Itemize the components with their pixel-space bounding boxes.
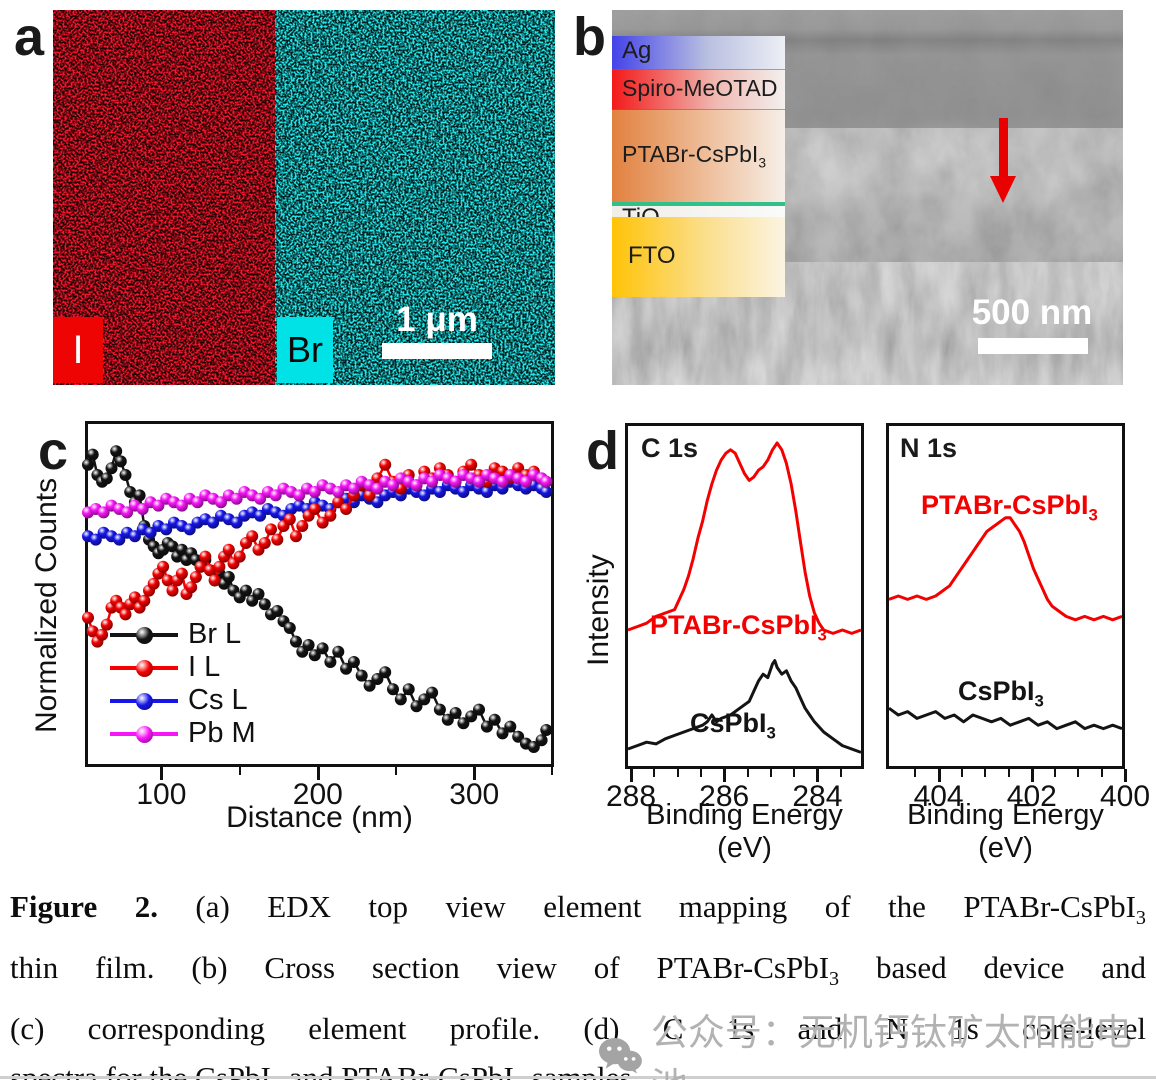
minor-x-tick bbox=[1007, 769, 1010, 777]
legend-label: Br L bbox=[188, 618, 242, 650]
minor-x-tick bbox=[984, 769, 987, 777]
element-profile-series bbox=[82, 445, 553, 753]
c1s-title: C 1s bbox=[641, 433, 699, 463]
watermark: 公众号：无机钙钛矿太阳能电池 bbox=[598, 1002, 1156, 1080]
xps-c1s-plot: 288 286 284 bbox=[606, 423, 864, 813]
layer-ptabr-cspbi3: PTABr-CsPbI3 bbox=[612, 110, 785, 202]
panel-d-label: d bbox=[586, 421, 619, 481]
major-x-tick bbox=[160, 767, 164, 780]
n1s-cspbi3-curve-label: CsPbI3 bbox=[958, 676, 1044, 711]
y-axis-label-intensity: Intensity bbox=[582, 554, 615, 666]
minor-x-tick bbox=[769, 769, 772, 777]
scalebar-label-500nm: 500 nm bbox=[971, 293, 1093, 332]
minor-x-tick bbox=[746, 769, 749, 777]
legend-item-br-l: Br L bbox=[110, 618, 256, 651]
scalebar-500nm bbox=[978, 338, 1088, 354]
x-tick-label: 286 bbox=[699, 780, 750, 813]
x-tick-label: 100 bbox=[136, 778, 187, 811]
panel-a-label: a bbox=[14, 7, 45, 67]
major-x-tick bbox=[816, 769, 820, 782]
x-axis-label-binding-energy-c1s: Binding Energy (eV) bbox=[646, 799, 843, 864]
legend-marker-icon bbox=[110, 626, 178, 644]
caption-line-4: spectra for the CsPbI3 and PTABr-CsPbI3 … bbox=[10, 1060, 640, 1080]
legend-marker-icon bbox=[110, 725, 178, 743]
major-x-tick bbox=[1124, 769, 1127, 782]
minor-x-tick bbox=[551, 767, 554, 775]
layer-fto: FTO bbox=[612, 217, 785, 297]
page-bottom-rule bbox=[0, 1076, 1156, 1079]
minor-x-tick bbox=[914, 769, 917, 777]
layer-spiro-name: Spiro-MeOTAD bbox=[622, 74, 778, 101]
minor-x-tick bbox=[238, 767, 241, 775]
minor-x-tick bbox=[1077, 769, 1080, 777]
scalebar-label-1um: 1 μm bbox=[396, 300, 478, 339]
legend-label: I L bbox=[188, 651, 221, 683]
x-tick-label: 284 bbox=[792, 780, 843, 813]
major-x-tick bbox=[937, 769, 941, 782]
y-axis-label-normalized-counts: Normalized Counts bbox=[30, 477, 63, 733]
legend-item-cs-l: Cs L bbox=[110, 684, 256, 717]
xps-n1s-series bbox=[888, 516, 1123, 731]
x-tick-label: 400 bbox=[1099, 780, 1151, 813]
scalebar-1um bbox=[382, 343, 492, 359]
minor-x-tick bbox=[1054, 769, 1057, 777]
legend-marker-icon bbox=[110, 692, 178, 710]
layer-ptabr-name: PTABr-CsPbI3 bbox=[622, 141, 767, 171]
panel-c-label: c bbox=[38, 421, 69, 481]
minor-x-tick bbox=[1100, 769, 1103, 777]
legend-label: Cs L bbox=[188, 684, 248, 716]
major-x-tick bbox=[630, 769, 633, 782]
minor-x-tick bbox=[699, 769, 702, 777]
x-tick-label: 200 bbox=[292, 778, 343, 811]
watermark-text: 公众号：无机钙钛矿太阳能电池 bbox=[650, 1012, 1132, 1080]
major-x-tick bbox=[1030, 769, 1034, 782]
minor-x-tick bbox=[793, 769, 796, 777]
x-tick-label: 300 bbox=[449, 778, 500, 811]
device-stack-inset: Ag Spiro-MeOTAD PTABr-CsPbI3 TiO2 FTO bbox=[612, 36, 785, 297]
layer-fto-name: FTO bbox=[628, 241, 676, 269]
iodine-map-tag: I bbox=[53, 317, 103, 383]
x-tick-label: 404 bbox=[913, 780, 964, 813]
element-profile-plot: 100 200 300 bbox=[82, 421, 554, 811]
legend-label: Pb M bbox=[188, 717, 256, 749]
caption-line-2: thin film. (b) Cross section view of PTA… bbox=[10, 950, 1146, 991]
caption-line-1: Figure 2. (a) EDX top view element mappi… bbox=[10, 889, 1146, 930]
panel-b-label: b bbox=[573, 7, 606, 67]
down-arrow-head-icon bbox=[990, 176, 1016, 203]
n1s-title: N 1s bbox=[900, 433, 958, 463]
layer-spiro-meotad: Spiro-MeOTAD bbox=[612, 70, 785, 110]
legend-marker-icon bbox=[110, 659, 178, 677]
minor-x-tick bbox=[676, 769, 679, 777]
x-axis-label-distance: Distance (nm) bbox=[226, 801, 413, 834]
x-tick-label: 288 bbox=[605, 780, 657, 813]
n1s-ptabr-curve-label: PTABr-CsPbI3 bbox=[921, 490, 1098, 525]
bromine-map-tag: Br bbox=[277, 317, 333, 383]
x-tick-label: 402 bbox=[1006, 780, 1057, 813]
wechat-icon bbox=[598, 1037, 642, 1074]
panel-a-edx-map: I Br 1 μm bbox=[53, 10, 555, 385]
layer-tio2: TiO2 bbox=[612, 202, 785, 235]
x-axis-label-binding-energy-n1s: Binding Energy (eV) bbox=[907, 799, 1104, 864]
down-arrow-icon bbox=[999, 118, 1008, 178]
minor-x-tick bbox=[653, 769, 656, 777]
xps-c1s-series bbox=[627, 441, 862, 754]
caption-line-3: (c) corresponding element profile. (d) C… bbox=[10, 1011, 1146, 1047]
major-x-tick bbox=[316, 767, 320, 780]
c1s-ptabr-curve-label: PTABr-CsPbI3 bbox=[650, 610, 827, 645]
layer-ag: Ag bbox=[612, 36, 785, 70]
legend-item-pb-m: Pb M bbox=[110, 717, 256, 750]
major-x-tick bbox=[473, 767, 477, 780]
panel-b-sem-cross-section: Ag Spiro-MeOTAD PTABr-CsPbI3 TiO2 FTO 50… bbox=[612, 10, 1123, 385]
minor-x-tick bbox=[960, 769, 963, 777]
minor-x-tick bbox=[839, 769, 842, 777]
legend-item-i-l: I L bbox=[110, 651, 256, 684]
xps-n1s-plot: 404 402 400 bbox=[886, 423, 1150, 813]
figure-caption: Figure 2. (a) EDX top view element mappi… bbox=[10, 882, 1146, 1080]
major-x-tick bbox=[723, 769, 727, 782]
layer-ag-name: Ag bbox=[622, 37, 652, 65]
minor-x-tick bbox=[395, 767, 398, 775]
c1s-cspbi3-curve-label: CsPbI3 bbox=[690, 708, 776, 743]
